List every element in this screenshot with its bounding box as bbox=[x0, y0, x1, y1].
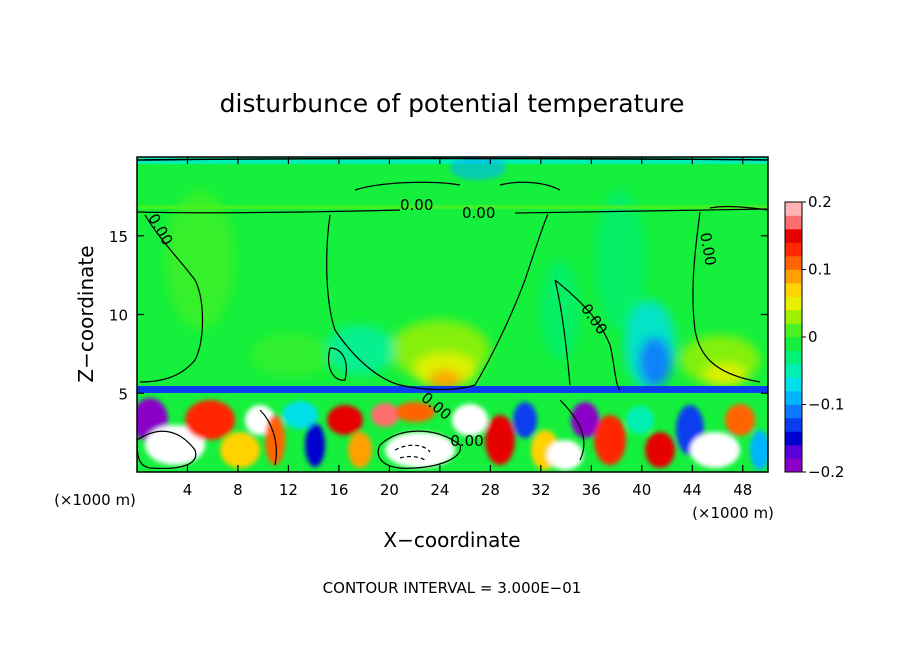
contour-label: 0.00 bbox=[450, 432, 483, 450]
colorbar-swatch bbox=[785, 445, 802, 459]
x-axis: 4 8 12 16 20 24 28 32 36 40 44 48 bbox=[183, 157, 752, 499]
colorbar-swatch bbox=[785, 242, 802, 257]
colorbar-tick-label: −0.1 bbox=[808, 396, 844, 414]
colorbar-swatch bbox=[785, 391, 802, 405]
colorbar-swatch bbox=[785, 229, 802, 243]
colorbar-swatch bbox=[785, 296, 802, 311]
y-axis: 5 10 15 bbox=[109, 228, 768, 403]
x-tick-label: 4 bbox=[183, 481, 193, 499]
colorbar-tick-label: 0.2 bbox=[808, 193, 832, 211]
x-tick-label: 12 bbox=[279, 481, 298, 499]
colorbar-swatch bbox=[785, 202, 802, 216]
x-tick-label: 44 bbox=[683, 481, 702, 499]
x-tick-label: 20 bbox=[380, 481, 399, 499]
chart-title: disturbunce of potential temperature bbox=[220, 89, 685, 118]
colorbar-swatch bbox=[785, 458, 802, 473]
x-unit-left: (×1000 m) bbox=[54, 491, 136, 509]
y-tick-label: 5 bbox=[118, 385, 128, 403]
x-tick-label: 48 bbox=[733, 481, 752, 499]
y-tick-label: 15 bbox=[109, 228, 128, 246]
colorbar-swatch bbox=[785, 310, 802, 324]
x-tick-label: 32 bbox=[531, 481, 550, 499]
y-axis-label: Z−coordinate bbox=[74, 245, 98, 382]
x-tick-label: 36 bbox=[582, 481, 601, 499]
colorbar-tick-label: 0 bbox=[808, 328, 818, 346]
colorbar-swatch bbox=[785, 337, 802, 351]
x-tick-label: 24 bbox=[430, 481, 449, 499]
colorbar-swatch bbox=[785, 215, 802, 230]
x-axis-label: X−coordinate bbox=[383, 528, 520, 552]
colorbar-swatch bbox=[785, 364, 802, 378]
contour-label: 0.00 bbox=[696, 231, 720, 267]
x-unit-right: (×1000 m) bbox=[692, 504, 774, 522]
colorbar-swatch bbox=[785, 431, 802, 446]
colorbar-swatch bbox=[785, 377, 802, 392]
colorbar-swatch bbox=[785, 256, 802, 270]
colorbar-tick-label: 0.1 bbox=[808, 261, 832, 279]
colorbar-swatch bbox=[785, 418, 802, 432]
colorbar-tick-label: −0.2 bbox=[808, 463, 844, 481]
contour-label: 0.00 bbox=[462, 204, 495, 222]
colorbar-swatch bbox=[785, 283, 802, 297]
colorbar-swatch bbox=[785, 269, 802, 284]
heatmap-field bbox=[137, 157, 768, 472]
colorbar-swatch bbox=[785, 350, 802, 365]
colorbar-swatch bbox=[785, 404, 802, 419]
colorbar: 0.2 0.1 0 −0.1 −0.2 bbox=[784, 193, 844, 481]
y-tick-label: 10 bbox=[109, 307, 128, 325]
contour-interval-note: CONTOUR INTERVAL = 3.000E−01 bbox=[323, 579, 582, 597]
x-tick-label: 16 bbox=[329, 481, 348, 499]
x-tick-label: 40 bbox=[632, 481, 651, 499]
x-tick-label: 8 bbox=[233, 481, 243, 499]
x-tick-label: 28 bbox=[481, 481, 500, 499]
contour-label: 0.00 bbox=[400, 196, 433, 214]
colorbar-swatch bbox=[785, 323, 802, 338]
